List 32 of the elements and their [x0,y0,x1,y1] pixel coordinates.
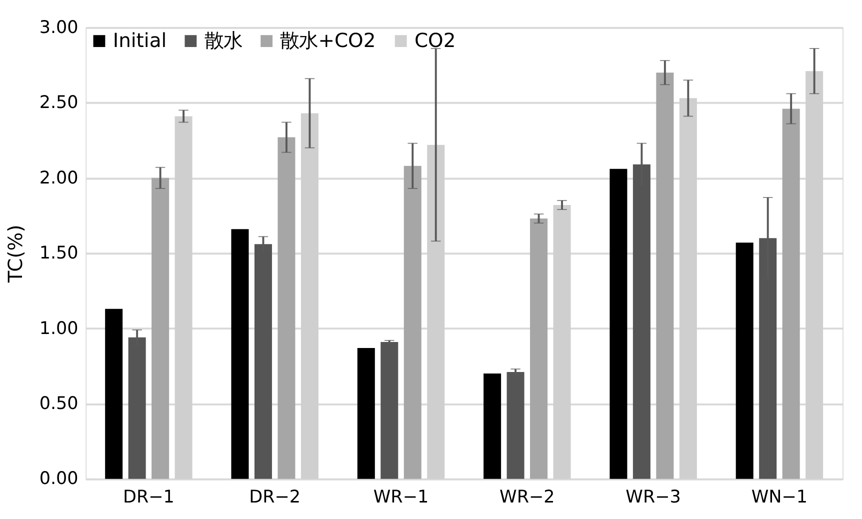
y-axis-title: TC(%) [4,224,27,284]
bar [278,137,296,479]
y-tick-label: 0.50 [39,394,78,414]
legend-label: 散水+CO2 [280,28,376,52]
bar [152,178,170,479]
bar [656,72,674,479]
x-tick-label: WR−3 [626,488,681,508]
y-tick-label: 2.00 [39,168,78,188]
bar [231,229,249,479]
x-tick-label: WN−1 [751,488,808,508]
bar [484,374,502,479]
bar [105,308,123,479]
legend-label: Initial [112,28,167,52]
x-tick-label: WR−2 [500,488,555,508]
y-tick-label: 3.00 [39,18,78,38]
x-tick-label: DR−1 [122,488,174,508]
legend-label: CO2 [414,28,456,52]
bar [404,166,422,479]
bar [782,108,800,479]
bar [610,168,628,479]
x-tick-label: DR−2 [249,488,301,508]
y-tick-label: 1.00 [39,318,78,339]
y-tick-label: 0.00 [39,469,78,490]
legend-label: 散水 [204,28,242,52]
bar [380,342,398,479]
bar [357,348,375,479]
bar [736,242,754,479]
bar [530,218,548,479]
y-tick-label: 2.50 [39,93,78,114]
x-tick-label: WR−1 [373,488,429,508]
bar [506,372,524,479]
y-tick-label: 1.50 [39,244,78,264]
